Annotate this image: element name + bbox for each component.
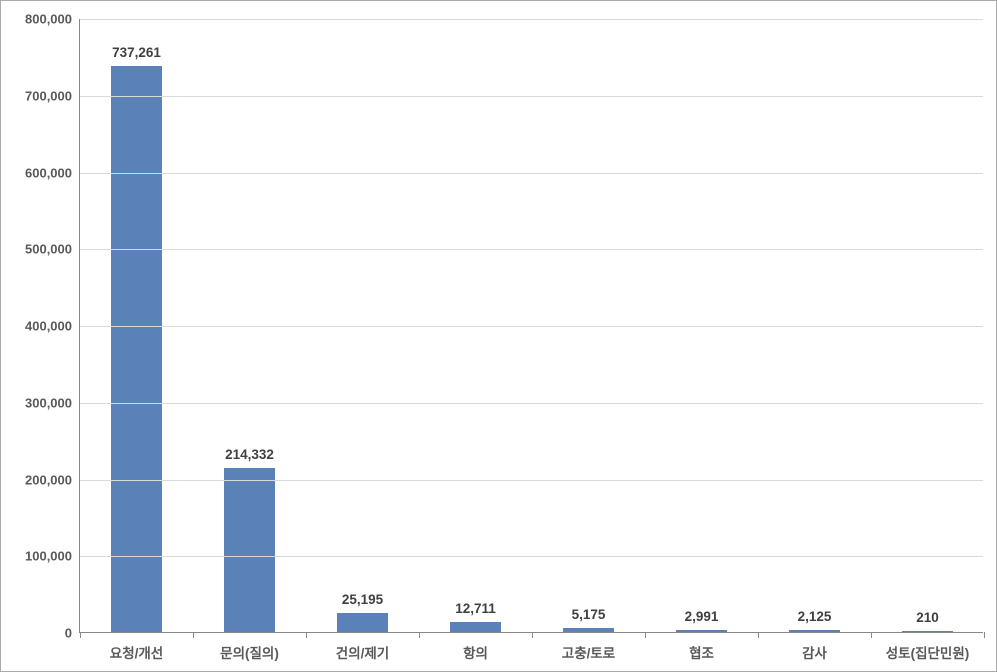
x-tick-label: 건의/제기 (336, 642, 389, 662)
x-tick-label: 문의(질의) (220, 642, 279, 662)
bar-value-label: 214,332 (225, 447, 274, 462)
x-tick-label: 고충/토로 (562, 642, 615, 662)
x-tick (532, 632, 533, 638)
bar-value-label: 2,125 (798, 609, 832, 624)
bar: 12,711 (450, 622, 501, 632)
grid-line (80, 173, 983, 174)
grid-line (80, 249, 983, 250)
bar-value-label: 25,195 (342, 592, 383, 607)
x-tick (871, 632, 872, 638)
x-tick-label: 요청/개선 (110, 642, 163, 662)
y-tick-label: 700,000 (25, 88, 80, 103)
bar: 25,195 (337, 613, 388, 632)
y-tick-label: 0 (65, 626, 80, 641)
x-tick (984, 632, 985, 638)
bar-value-label: 210 (916, 610, 939, 625)
x-tick-label: 협조 (689, 642, 714, 662)
bar: 210 (902, 631, 953, 632)
y-tick-label: 200,000 (25, 472, 80, 487)
y-tick-label: 100,000 (25, 549, 80, 564)
grid-line (80, 326, 983, 327)
x-tick (758, 632, 759, 638)
grid-line (80, 19, 983, 20)
bar-value-label: 2,991 (685, 609, 719, 624)
bar-value-label: 737,261 (112, 45, 161, 60)
bar-value-label: 5,175 (572, 607, 606, 622)
bar: 737,261 (111, 66, 162, 632)
x-tick-label: 항의 (463, 642, 488, 662)
x-tick-label: 성토(집단민원) (886, 642, 970, 662)
y-tick-label: 500,000 (25, 242, 80, 257)
bar-chart-container: 737,261 214,332 25,195 12,711 5,175 2,991 2,12… (0, 0, 997, 672)
grid-line (80, 96, 983, 97)
x-tick (645, 632, 646, 638)
bar-value-label: 12,711 (455, 601, 496, 616)
x-tick (80, 632, 81, 638)
grid-line (80, 556, 983, 557)
grid-line (80, 480, 983, 481)
y-tick-label: 600,000 (25, 165, 80, 180)
grid-line (80, 403, 983, 404)
x-tick (419, 632, 420, 638)
bar: 5,175 (563, 628, 614, 632)
x-tick-label: 감사 (802, 642, 827, 662)
y-tick-label: 400,000 (25, 319, 80, 334)
y-tick-label: 800,000 (25, 12, 80, 27)
bar: 2,991 (676, 630, 727, 632)
x-tick (193, 632, 194, 638)
bar: 214,332 (224, 468, 275, 632)
plot-area: 737,261 214,332 25,195 12,711 5,175 2,991 2,12… (79, 19, 983, 633)
x-tick (306, 632, 307, 638)
y-tick-label: 300,000 (25, 395, 80, 410)
bar: 2,125 (789, 630, 840, 632)
